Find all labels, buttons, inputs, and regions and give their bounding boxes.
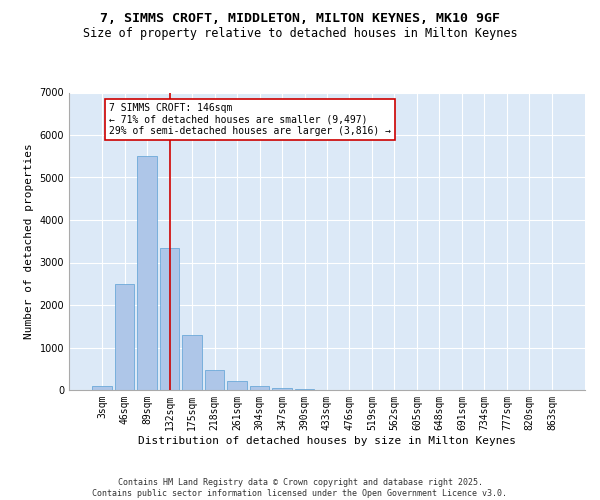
Bar — [250, 386, 269, 390]
Bar — [205, 370, 224, 390]
Text: 7 SIMMS CROFT: 146sqm
← 71% of detached houses are smaller (9,497)
29% of semi-d: 7 SIMMS CROFT: 146sqm ← 71% of detached … — [109, 103, 391, 136]
Bar — [137, 156, 157, 390]
X-axis label: Distribution of detached houses by size in Milton Keynes: Distribution of detached houses by size … — [138, 436, 516, 446]
Bar — [182, 335, 202, 390]
Text: 7, SIMMS CROFT, MIDDLETON, MILTON KEYNES, MK10 9GF: 7, SIMMS CROFT, MIDDLETON, MILTON KEYNES… — [100, 12, 500, 26]
Y-axis label: Number of detached properties: Number of detached properties — [24, 144, 34, 339]
Bar — [160, 248, 179, 390]
Bar — [272, 388, 292, 390]
Bar — [227, 380, 247, 390]
Text: Contains HM Land Registry data © Crown copyright and database right 2025.
Contai: Contains HM Land Registry data © Crown c… — [92, 478, 508, 498]
Bar — [92, 386, 112, 390]
Bar — [295, 388, 314, 390]
Bar — [115, 284, 134, 390]
Text: Size of property relative to detached houses in Milton Keynes: Size of property relative to detached ho… — [83, 28, 517, 40]
